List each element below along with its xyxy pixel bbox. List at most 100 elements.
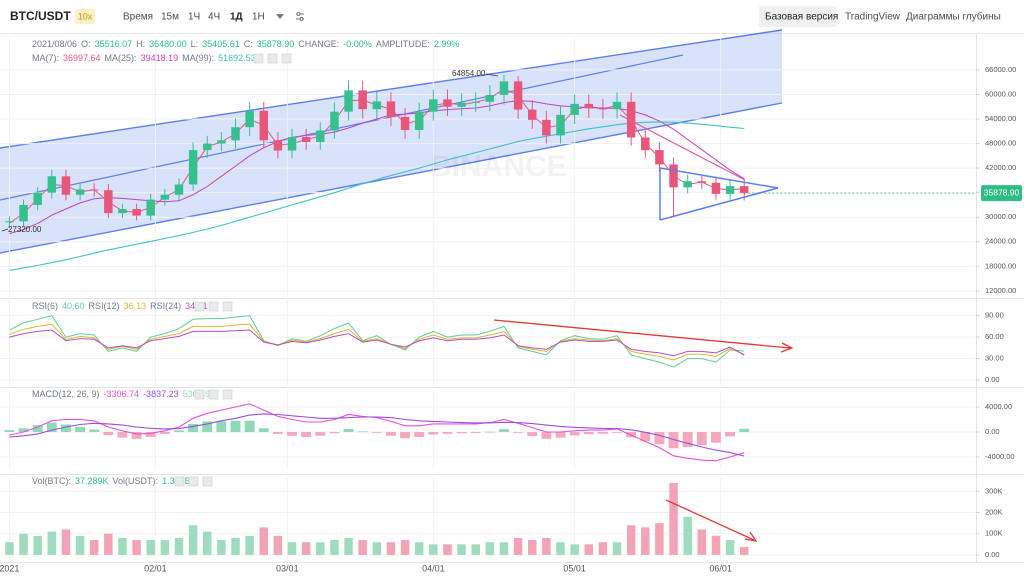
volume-bar [499, 542, 509, 555]
candle-body [655, 150, 664, 165]
legend-part: 35405.61 [202, 39, 240, 49]
interval[interactable]: 4Ч [208, 12, 220, 23]
legend-part: MACD(12, 26, 9) [32, 389, 100, 399]
y-tick-label: 12000.00 [985, 286, 1016, 295]
volume-bar [485, 542, 495, 555]
macd-histogram-bar [654, 432, 665, 445]
last-price-label: 35878.90 [984, 187, 1020, 197]
candle-body [725, 186, 735, 194]
volume-bar [358, 540, 367, 555]
interval[interactable]: 1Н [252, 12, 265, 23]
macd-histogram-bar [145, 432, 156, 437]
indicator-line [9, 329, 745, 357]
channel-line [0, 54, 684, 201]
volume-bar [146, 540, 155, 555]
macd-histogram-bar [174, 430, 184, 432]
candle-body [414, 111, 424, 131]
low-annotation: 27320.00 [8, 225, 42, 234]
interval[interactable]: 1Ч [188, 12, 200, 23]
last-price-box [981, 185, 1022, 202]
volume-bar [386, 542, 396, 555]
macd-histogram-bar [315, 432, 326, 436]
candle-body [287, 137, 297, 151]
legend-part: 39418.19 [141, 53, 179, 63]
candle-body [641, 137, 650, 151]
macd-histogram-bar [499, 429, 509, 432]
volume-bar [330, 540, 339, 555]
volume-bar [75, 535, 85, 555]
macd-histogram-bar [739, 428, 750, 432]
toolbar [0, 0, 1024, 33]
volume-bar [711, 535, 721, 555]
x-tick-label: 2021 [0, 563, 19, 573]
watermark: BINANCE [430, 150, 567, 183]
legend-part: 35878.90 [257, 39, 295, 49]
volume-bar [132, 540, 141, 555]
view-tab[interactable]: Диаграммы глубины [906, 11, 1001, 23]
volume-bar [443, 544, 452, 555]
candle-body [598, 108, 608, 110]
candle-body [104, 190, 113, 214]
candle-body [570, 103, 579, 115]
candle-body [231, 127, 240, 141]
legend-part: RSI(6) [32, 301, 58, 311]
view-tab[interactable]: Базовая версия [765, 12, 838, 23]
macd-histogram-bar [75, 427, 86, 432]
leverage[interactable]: 10x [78, 11, 93, 21]
x-tick-label: 03/01 [276, 563, 299, 573]
view-tab[interactable]: TradingView [845, 12, 901, 23]
legend-part: AMPLITUDE: [376, 39, 430, 49]
indicator-line [9, 403, 745, 462]
interval-active[interactable]: 1Д [230, 12, 243, 23]
settings-icon[interactable] [296, 12, 304, 21]
macd-histogram-bar [103, 432, 114, 436]
interval[interactable]: 15м [161, 12, 179, 23]
macd-histogram-bar [710, 432, 721, 443]
indicator-icons[interactable] [174, 53, 292, 487]
candle-body [217, 140, 226, 144]
volume-bar [683, 516, 692, 555]
volume-bar [372, 542, 382, 555]
macd-histogram-bar [46, 422, 57, 432]
indicator-line [9, 121, 745, 271]
volume-bar [429, 544, 438, 555]
volume-bar [245, 535, 254, 555]
volume-bar [203, 531, 212, 555]
y-tick-label: 18000.00 [985, 261, 1016, 270]
candle-body [47, 176, 57, 193]
candle-body [132, 209, 141, 216]
y-tick-label: 24000.00 [985, 237, 1016, 246]
candle-body [89, 189, 99, 191]
volume-bar [160, 540, 170, 555]
volume-bar [669, 482, 678, 555]
macd-histogram-bar [385, 432, 396, 436]
annotation-pointer [1, 228, 9, 232]
candle-body [457, 102, 466, 107]
legend-part: -3306.74 [104, 389, 140, 399]
macd-histogram-bar [202, 421, 213, 432]
macd-histogram-bar [131, 432, 142, 439]
y-tick-label: 200K [985, 508, 1003, 517]
arrow-head [744, 531, 758, 542]
symbol[interactable]: BTC/USDT [10, 9, 71, 23]
y-tick-label: 4000.00 [985, 402, 1012, 411]
legend-part: Vol(BTC): [32, 476, 71, 486]
candle-body [61, 176, 71, 195]
volume-bar [513, 537, 523, 555]
macd-histogram-bar [640, 432, 651, 442]
volume-bar [626, 525, 636, 555]
legend-part: O: [81, 39, 91, 49]
channel-line [0, 102, 783, 254]
volume-bar [739, 547, 749, 555]
leverage-badge[interactable] [75, 9, 95, 24]
view-tab-active[interactable] [759, 6, 837, 27]
macd-histogram-bar [89, 429, 100, 432]
y-tick-label: 0.00 [985, 550, 1000, 559]
interval[interactable]: Время [123, 12, 153, 23]
more-intervals[interactable] [276, 14, 284, 19]
legend-part: MA(99): [182, 53, 214, 63]
legend-part: 37.289K [75, 476, 109, 486]
y-tick-label: 0.00 [985, 427, 1000, 436]
y-tick-label: 60.00 [985, 332, 1004, 341]
